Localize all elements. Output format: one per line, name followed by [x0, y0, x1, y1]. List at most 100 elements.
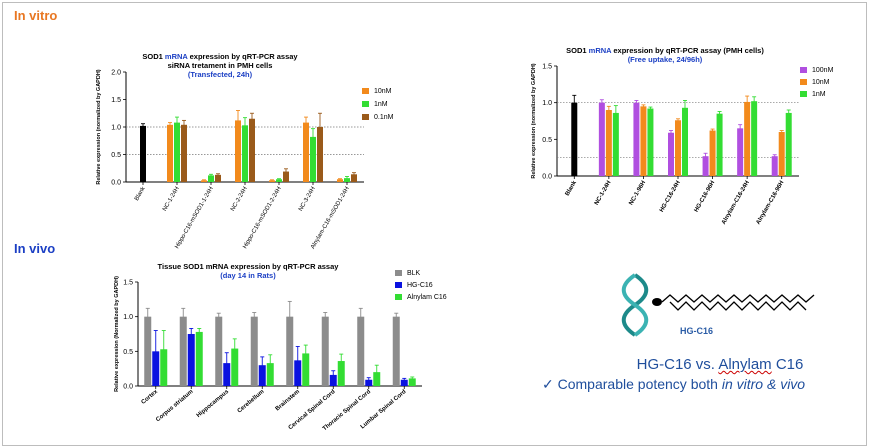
x-tick-label: Cerebellum [237, 389, 266, 415]
bar-0-1nm [283, 171, 289, 182]
chart-title: SOD1 mRNA expression by qRT-PCR assay (P… [566, 46, 764, 55]
bar-100nm [633, 102, 640, 176]
x-tick-label: NC-2-24H [230, 186, 249, 212]
bar-1nm [344, 178, 350, 182]
x-tick-label: Alnylam-C16-96H [756, 180, 786, 226]
y-tick-label: 0.0 [111, 180, 121, 187]
bar-alnylam-c16 [408, 378, 416, 386]
bar-blank [140, 125, 146, 182]
x-tick-label: NC-3-24H [298, 186, 317, 212]
caption-point: ✓ Comparable potency both in vitro & viv… [542, 376, 869, 393]
y-axis-label: Relative expression (normalized by GAPDH… [531, 63, 537, 178]
bar-10nm [269, 180, 275, 182]
legend-label: HG-C16 [407, 282, 433, 289]
x-tick-label: NC-1-24H [162, 186, 181, 212]
bar-blk [179, 316, 187, 386]
legend-label: 10nM [812, 79, 830, 86]
chart-title-prefix: SOD1 [566, 46, 589, 55]
chart-free-uptake: SOD1 mRNA expression by qRT-PCR assay (P… [531, 46, 834, 226]
bar-0-1nm [215, 174, 221, 182]
bar-hg-c16 [223, 363, 231, 386]
linker-dot [652, 298, 662, 306]
bar-1nm [647, 108, 654, 176]
bar-hg-c16 [365, 379, 373, 386]
c16-chain [661, 294, 815, 303]
x-tick-label: Corpus striatum [155, 389, 194, 423]
c16-chain-lower [669, 301, 807, 311]
x-tick-label: NC-1-24H [594, 180, 613, 206]
legend-label: Alnylam C16 [407, 294, 447, 301]
chart-title-suffix: expression by qRT-PCR assay [188, 52, 299, 61]
bar-1nm [276, 179, 282, 182]
bar-1nm [174, 122, 180, 182]
legend-swatch [800, 67, 807, 73]
x-tick-label: NC-1-96H [628, 180, 647, 206]
legend-swatch [362, 88, 369, 94]
bar-alnylam-c16 [231, 348, 239, 386]
section-label-in-vivo: In vivo [14, 241, 56, 256]
bar-alnylam-c16 [337, 361, 345, 386]
molecule-label: HG-C16 [680, 326, 714, 336]
y-tick-label: 1.0 [123, 314, 133, 321]
bar-10nm [778, 132, 785, 176]
bar-blank [571, 102, 578, 176]
caption-point-text: Comparable potency both [557, 376, 722, 392]
y-tick-label: 0.5 [542, 137, 552, 144]
bar-blk [392, 316, 400, 386]
bar-hg-c16 [329, 374, 337, 386]
bar-0-1nm [249, 118, 255, 182]
y-tick-label: 1.0 [542, 100, 552, 107]
bar-10nm [337, 179, 343, 182]
bar-1nm [612, 112, 619, 176]
bar-alnylam-c16 [302, 353, 310, 386]
bar-1nm [751, 101, 758, 176]
chart-subtitle-condition: (Free uptake, 24/96h) [628, 55, 703, 64]
bar-10nm [167, 124, 173, 182]
chart-title: Tissue SOD1 mRNA expression by qRT-PCR a… [158, 262, 340, 271]
section-label-in-vitro: In vitro [14, 8, 58, 23]
bar-alnylam-c16 [195, 331, 203, 386]
caption-title: HG-C16 vs. Alnylam C16 [600, 356, 840, 373]
bar-10nm [709, 130, 716, 176]
legend-label: 1nM [374, 101, 388, 108]
legend-swatch [800, 79, 807, 85]
bar-blk [286, 316, 294, 386]
bar-1nm [310, 136, 316, 182]
checkmark-icon: ✓ [542, 376, 554, 392]
chart-title-prefix: SOD1 [142, 52, 165, 61]
x-tick-label: Blank [565, 179, 579, 197]
y-tick-label: 1.0 [111, 125, 121, 132]
chart-title-suffix: expression by qRT-PCR assay (PMH cells) [611, 46, 764, 55]
bar-1nm [785, 112, 792, 176]
legend-label: 100nM [812, 67, 834, 74]
legend-swatch [395, 282, 402, 288]
bar-0-1nm [317, 127, 323, 182]
hg-c16-molecule-illustration [621, 273, 815, 337]
chart-subtitle-condition: (day 14 in Rats) [220, 271, 276, 280]
bar-10nm [235, 120, 241, 182]
bar-10nm [675, 120, 681, 176]
caption-title-suffix: C16 [771, 356, 804, 373]
bar-10nm [744, 101, 751, 176]
y-tick-label: 1.5 [111, 97, 121, 104]
chart-subtitle: siRNA tretament in PMH cells [168, 61, 273, 70]
bar-100nm [737, 128, 744, 176]
chart-title: SOD1 mRNA expression by qRT-PCR assay [142, 52, 298, 61]
caption-title-prefix: HG-C16 vs. [636, 356, 719, 373]
x-tick-label: Brainstem [275, 389, 301, 412]
bar-hg-c16 [400, 379, 408, 386]
bar-1nm [716, 113, 723, 176]
legend-swatch [395, 270, 402, 276]
x-tick-label: Hippocampus [196, 389, 231, 420]
bar-10nm [640, 106, 647, 176]
bar-10nm [201, 180, 207, 182]
bar-blk [144, 316, 152, 386]
bar-1nm [242, 125, 248, 182]
legend-swatch [362, 114, 369, 120]
chart-title-mrna: mRNA [165, 52, 189, 61]
bar-0-1nm [351, 174, 357, 182]
bar-1nm [208, 175, 214, 182]
legend-label: 10nM [374, 88, 392, 95]
x-tick-label: Blank [134, 185, 147, 202]
